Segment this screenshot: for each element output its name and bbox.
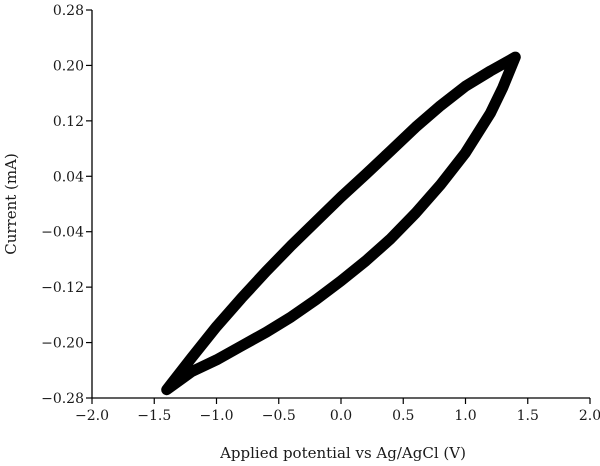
y-tick-label: 0.28 — [53, 3, 84, 19]
plot-area — [161, 51, 521, 396]
y-tick-label: −0.20 — [41, 336, 84, 352]
x-tick-label: 0.5 — [392, 408, 414, 424]
x-tick-label: 2.0 — [579, 408, 600, 424]
y-tick-label: −0.04 — [41, 225, 84, 241]
y-tick-label: 0.20 — [53, 58, 84, 74]
y-axis-title: Current (mA) — [2, 153, 20, 255]
x-tick-label: −2.0 — [75, 408, 109, 424]
x-tick-label: −1.0 — [200, 408, 234, 424]
x-tick-label: −1.5 — [137, 408, 171, 424]
x-axis-title: Applied potential vs Ag/AgCl (V) — [219, 444, 466, 462]
y-tick-label: 0.12 — [53, 114, 84, 130]
y-tick-label: 0.04 — [53, 169, 84, 185]
series-line — [161, 51, 521, 396]
x-axis-ticks: −2.0 −1.5 −1.0 −0.5 0.0 0.5 1.0 1.5 2.0 — [75, 398, 600, 424]
x-tick-label: 0.0 — [330, 408, 352, 424]
x-tick-label: 1.0 — [454, 408, 476, 424]
y-tick-label: −0.12 — [41, 280, 84, 296]
y-axis-ticks: 0.28 0.20 0.12 0.04 −0.04 −0.12 −0.20 −0.28 — [41, 3, 92, 407]
x-tick-label: −0.5 — [262, 408, 296, 424]
x-tick-label: 1.5 — [517, 408, 539, 424]
y-tick-label: −0.28 — [41, 391, 84, 407]
